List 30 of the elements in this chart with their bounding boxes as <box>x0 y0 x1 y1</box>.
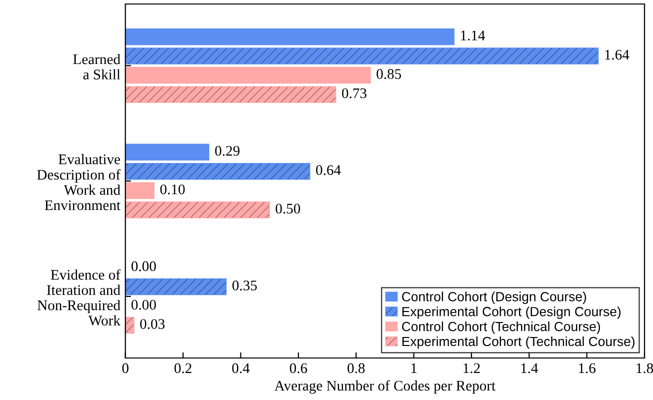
x-tick-label: 0.6 <box>290 363 308 374</box>
y-tick-label: Evaluative Description of Work and Environment <box>37 154 121 210</box>
x-tick-label: 0 <box>122 363 128 374</box>
x-axis-title: Average Number of Codes per Report <box>274 380 496 394</box>
x-tick-label: 1.4 <box>521 363 538 374</box>
data-label: 0.03 <box>140 319 165 330</box>
x-tick-label: 1.6 <box>579 363 596 374</box>
data-label: 0.29 <box>215 146 240 156</box>
data-label: 0.50 <box>276 204 300 214</box>
data-label: 0.73 <box>342 88 366 98</box>
data-label: 1.14 <box>461 30 486 40</box>
x-tick-label: 0.4 <box>232 363 250 374</box>
data-label: 0.00 <box>131 261 156 272</box>
x-tick-label: 1.8 <box>636 363 653 374</box>
data-label: 0.64 <box>316 165 341 176</box>
y-tick-label: Learned a Skill <box>73 54 120 80</box>
data-label: 0.35 <box>232 280 257 290</box>
legend-label: Control Cohort (Design Course) <box>402 292 586 304</box>
legend-label: Experimental Cohort (Technical Course) <box>402 336 634 349</box>
x-tick-label: 1.2 <box>464 363 480 374</box>
legend-label: Experimental Cohort (Design Course) <box>402 306 621 319</box>
y-tick-label: Evidence of Iteration and Non-Required Work <box>38 269 121 326</box>
data-label: 0.00 <box>131 300 156 310</box>
x-tick-label: 1 <box>411 363 417 373</box>
data-label: 0.10 <box>160 184 185 194</box>
data-label: 0.85 <box>376 69 402 79</box>
data-label: 1.64 <box>605 50 630 60</box>
x-tick-label: 0.2 <box>174 363 192 374</box>
x-tick-label: 0.8 <box>348 363 365 374</box>
legend-label: Control Cohort (Technical Course) <box>402 322 600 334</box>
